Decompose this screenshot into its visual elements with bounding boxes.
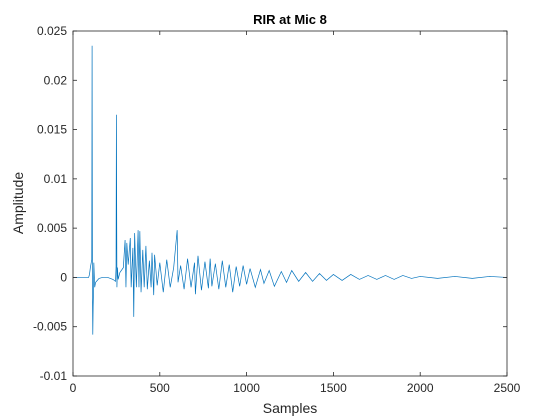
y-tick-label: 0 xyxy=(60,270,67,284)
x-tick-label: 0 xyxy=(70,381,77,395)
y-tick-label: -0.005 xyxy=(33,320,67,334)
y-axis-label: Amplitude xyxy=(10,172,26,234)
chart-title: RIR at Mic 8 xyxy=(253,12,327,27)
x-tick-label: 2000 xyxy=(407,381,434,395)
y-tick-label: 0.005 xyxy=(37,221,67,235)
series-layer xyxy=(73,45,508,335)
y-tick-label: 0.02 xyxy=(44,73,68,87)
y-tick-label: 0.01 xyxy=(44,172,68,186)
x-tick-label: 1000 xyxy=(233,381,260,395)
y-tick-label: 0.025 xyxy=(37,24,67,38)
y-ticks: -0.01 -0.005 0 0.005 0.01 0.015 0.02 0.025 xyxy=(33,24,507,383)
x-tick-label: 2500 xyxy=(494,381,521,395)
x-axis-label: Samples xyxy=(263,400,317,416)
y-tick-label: -0.01 xyxy=(40,369,68,383)
axes-box xyxy=(72,30,508,377)
x-tick-label: 1500 xyxy=(320,381,347,395)
y-tick-label: 0.015 xyxy=(37,123,67,137)
axes-background xyxy=(73,31,507,376)
x-ticks: 0 500 1000 1500 2000 2500 xyxy=(70,31,521,395)
series-line-0 xyxy=(73,45,508,335)
x-tick-label: 500 xyxy=(150,381,170,395)
